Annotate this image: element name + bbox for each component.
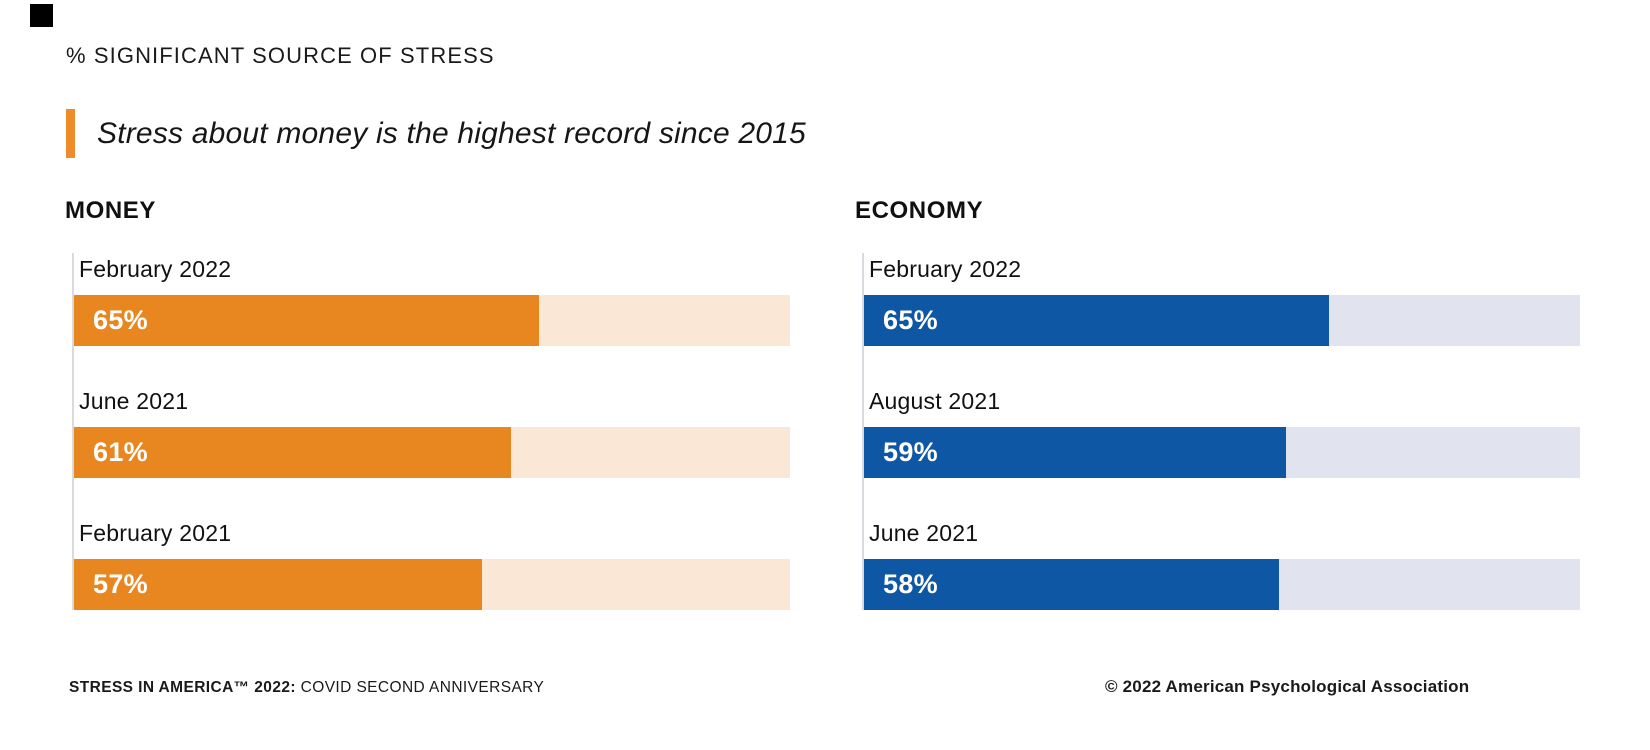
bar-value-label: 58% <box>883 569 938 599</box>
footer-copyright: © 2022 American Psychological Associatio… <box>1105 677 1470 696</box>
section-header-economy: ECONOMY <box>855 197 984 224</box>
bar-fill: 65% <box>864 295 1330 346</box>
bar-category-label: February 2022 <box>869 256 1022 282</box>
bar-track: 58% <box>864 559 1580 610</box>
bar-category-label: February 2021 <box>79 520 232 546</box>
bar-category-label: August 2021 <box>869 388 1001 414</box>
bar-fill: 61% <box>74 427 511 478</box>
bar-track: 57% <box>74 559 790 610</box>
bar-value-label: 65% <box>883 305 938 335</box>
bar-category-label: June 2021 <box>79 388 189 414</box>
bar-track: 61% <box>74 427 790 478</box>
bar-track: 59% <box>864 427 1580 478</box>
footer-report-title: STRESS IN AMERICA™ 2022: COVID SECOND AN… <box>69 679 544 697</box>
subtitle-block: Stress about money is the highest record… <box>66 109 806 158</box>
subtitle-text: Stress about money is the highest record… <box>97 116 806 150</box>
footer-report-title-bold: STRESS IN AMERICA™ 2022: <box>69 679 296 696</box>
bar-chart-money: February 2022 65% June 2021 61% February… <box>72 253 790 610</box>
bar-value-label: 65% <box>93 305 148 335</box>
bar-value-label: 61% <box>93 437 148 467</box>
bar-chart-economy: February 2022 65% August 2021 59% June 2… <box>862 253 1580 610</box>
page-title: % SIGNIFICANT SOURCE OF STRESS <box>66 43 495 68</box>
bar-track: 65% <box>864 295 1580 346</box>
bar-fill: 59% <box>864 427 1287 478</box>
bar-fill: 57% <box>74 559 483 610</box>
corner-square-mark <box>30 4 53 27</box>
bar-value-label: 57% <box>93 569 148 599</box>
footer-report-title-regular: COVID SECOND ANNIVERSARY <box>295 679 545 696</box>
bar-track: 65% <box>74 295 790 346</box>
bar-fill: 58% <box>864 559 1280 610</box>
bar-category-label: June 2021 <box>869 520 979 546</box>
bar-fill: 65% <box>74 295 540 346</box>
section-header-money: MONEY <box>65 197 157 224</box>
bar-value-label: 59% <box>883 437 938 467</box>
subtitle-accent-bar <box>66 109 75 158</box>
bar-category-label: February 2022 <box>79 256 232 282</box>
